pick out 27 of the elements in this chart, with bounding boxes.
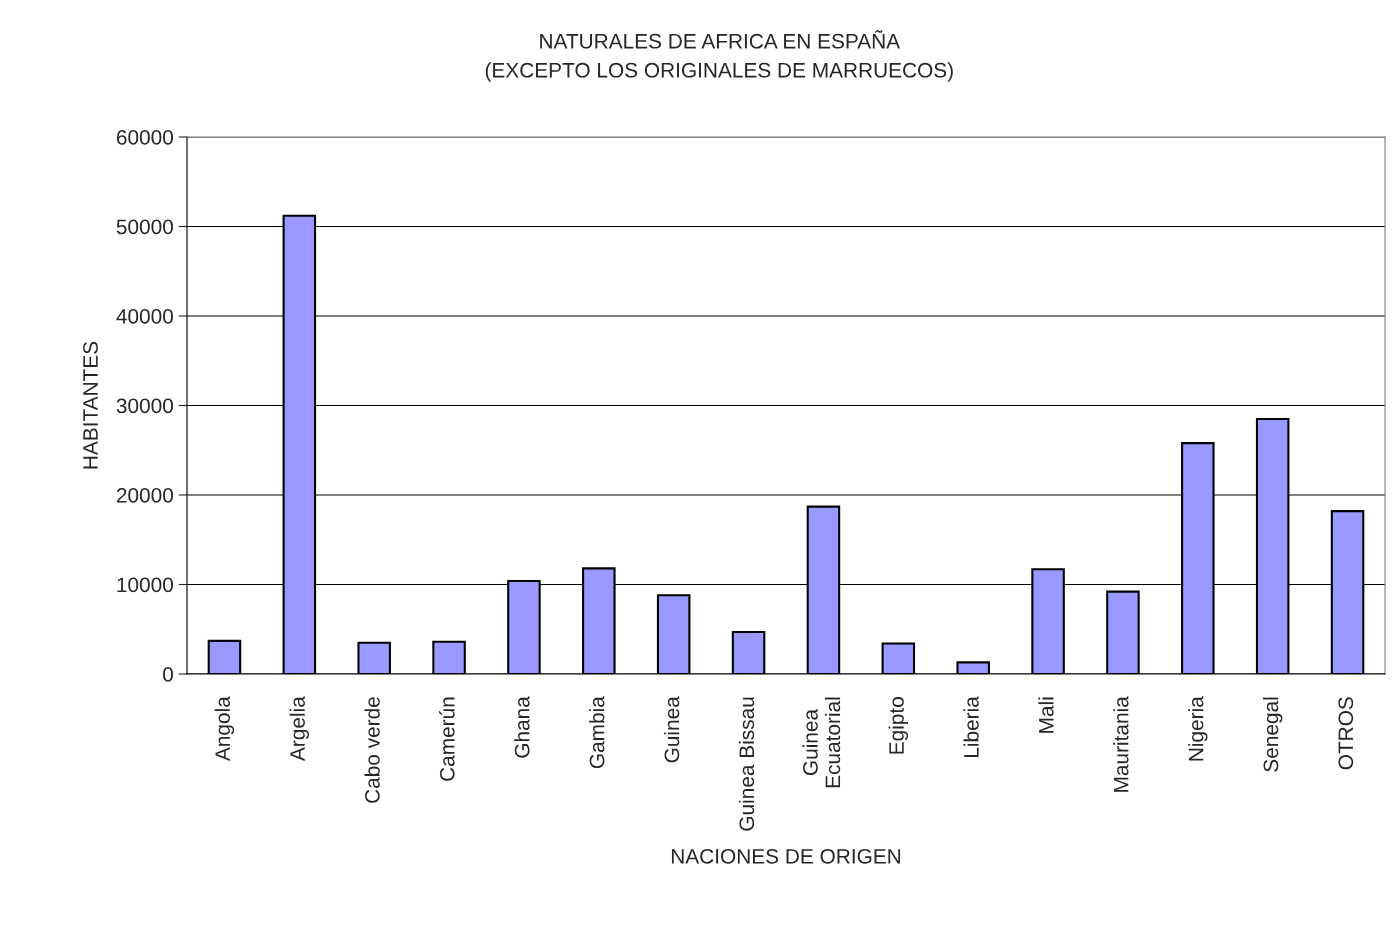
y-axis-title: HABITANTES xyxy=(83,341,98,469)
x-tick-label: Senegal xyxy=(1262,697,1283,772)
x-tick-label: Ghana xyxy=(514,696,530,758)
y-tick-label: 10000 xyxy=(117,577,173,593)
x-tick-label: Cabo verde xyxy=(364,697,380,803)
y-tick-label: 30000 xyxy=(116,398,173,414)
x-tick-label: Camerún xyxy=(439,697,455,781)
x-tick-label: Gambia xyxy=(589,696,605,769)
y-tick-label: 50000 xyxy=(116,219,173,235)
y-tick-label: 20000 xyxy=(116,488,173,503)
x-tick-label: Guinea xyxy=(663,696,680,763)
x-tick-label: Argelia xyxy=(289,696,310,762)
x-tick-label: OTROS xyxy=(1338,697,1354,770)
x-tick-label: Angola xyxy=(214,696,235,762)
chart-title: NATURALES DE AFRICA EN ESPAÑA xyxy=(540,30,901,49)
x-tick-label: Mauritania xyxy=(1113,696,1129,792)
y-tick-label: 60000 xyxy=(116,130,173,145)
x-tick-label: Egipto xyxy=(888,697,909,754)
x-axis-title: NACIONES DE ORIGEN xyxy=(671,848,901,864)
x-tick-label: Liberia xyxy=(963,696,979,758)
x-tick-label: Guinea Bissau xyxy=(738,697,755,831)
x-tick-label: Nigeria xyxy=(1188,696,1208,761)
x-tick-label: Guinea Ecuatorial xyxy=(802,697,841,788)
y-tick-label: 40000 xyxy=(116,309,173,324)
y-tick-label: 0 xyxy=(163,667,173,682)
chart-subtitle: (EXCEPTO LOS ORIGINALES DE MARRUECOS) xyxy=(485,62,953,82)
x-tick-label: Mali xyxy=(1038,697,1054,733)
